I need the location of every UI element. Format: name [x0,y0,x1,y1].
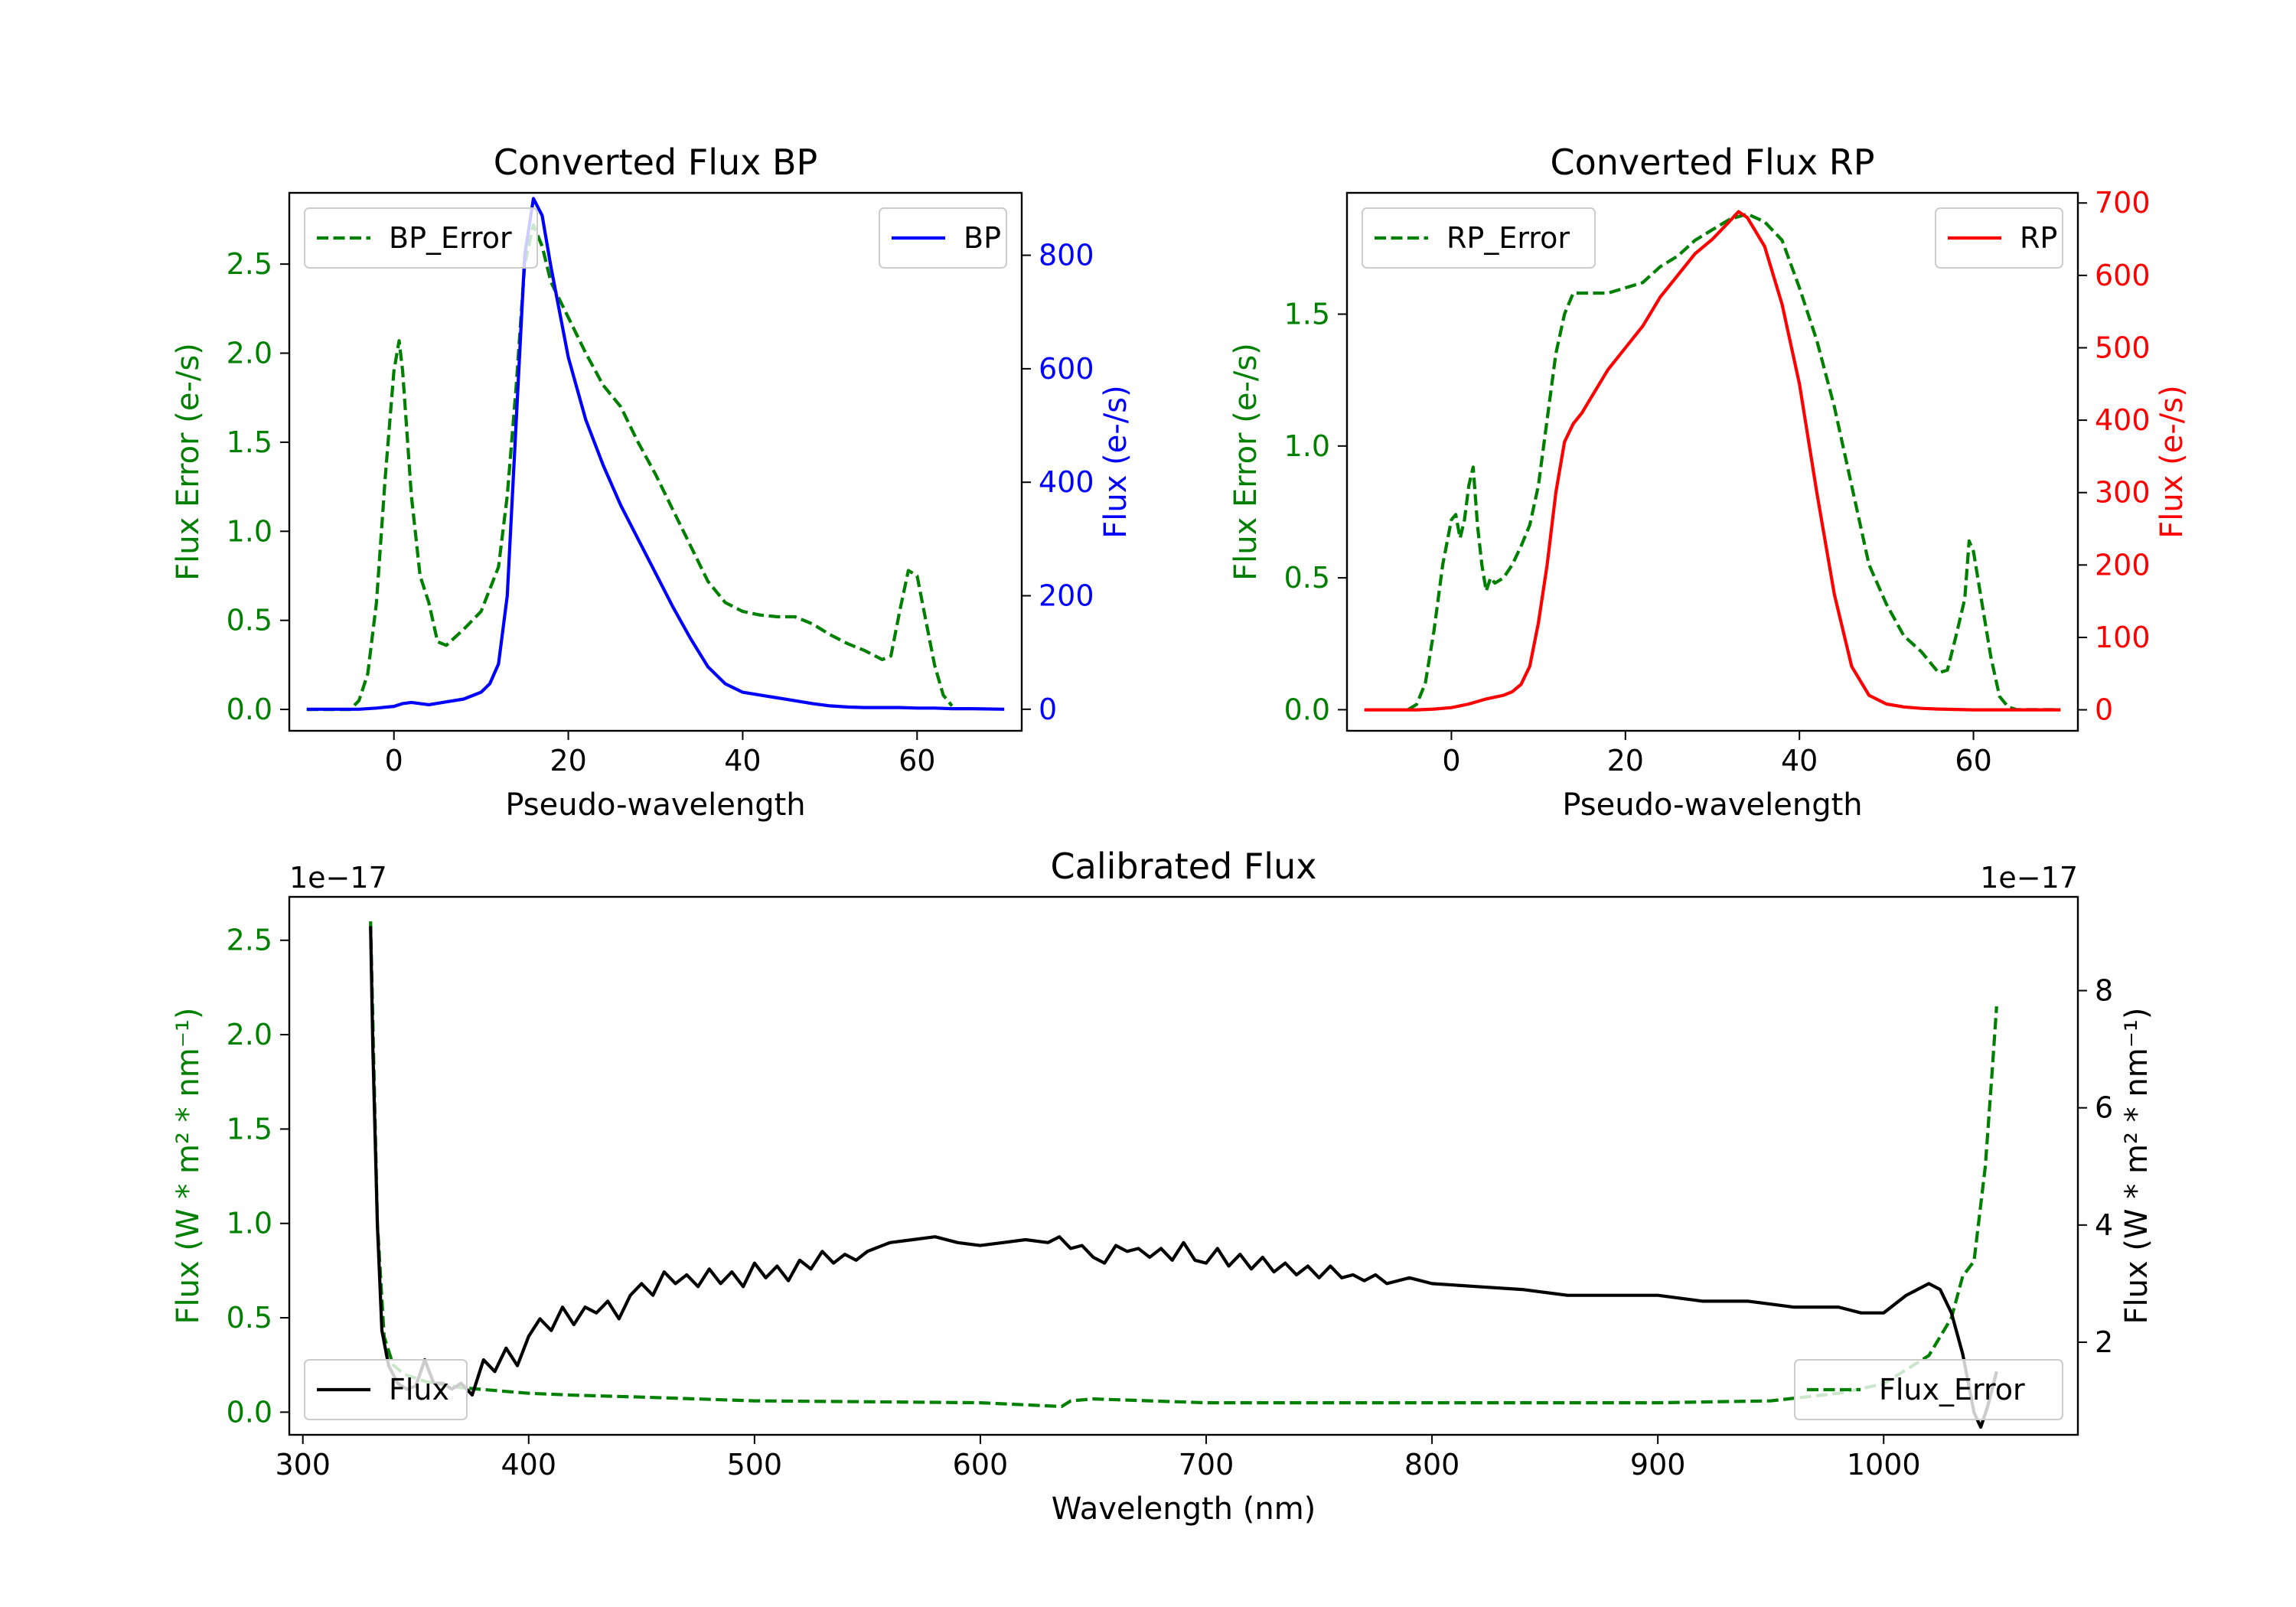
y-left-tick-label: 1.0 [227,514,272,548]
x-tick-label: 400 [501,1448,557,1482]
y-left-tick-label: 0.5 [227,1301,272,1335]
y-right-tick-label: 2 [2095,1325,2113,1359]
y-left-tick-label: 0.5 [1284,561,1330,595]
series-line-rp-error [1407,212,2061,712]
plot-frame [288,191,1023,732]
x-tick-label: 40 [1781,744,1818,777]
y-left-tick-label: 2.0 [227,1018,272,1051]
y-right-tick-label: 0 [2095,693,2113,727]
legend-box [304,1359,468,1420]
chart-3: 300 400 500 600 700 800 900 1000 0.0 0.5 1.0 1.5 2.0… [171,846,2154,1527]
legend-label: Flux_Error [1879,1373,2025,1407]
y-left-tick-label: 1.0 [1284,429,1330,463]
series-line-bp-error [306,223,954,712]
y-left-tick-label: 1.5 [227,425,272,459]
y-right-tick-label: 0 [1039,693,1057,726]
y-left-axis-label: Flux (W * m² * nm⁻¹) [171,1008,206,1325]
y-left-tick-label: 0.0 [227,693,272,726]
y-left-offset-text: 1e−17 [289,861,387,895]
legend-label: Flux [389,1373,449,1407]
legend-box [1362,207,1596,269]
legend-box [1794,1359,2063,1420]
chart-title: Calibrated Flux [1051,846,1317,887]
y-right-tick-label: 800 [1039,239,1094,272]
legend-label: BP_Error [389,221,512,255]
x-tick-label: 600 [953,1448,1009,1482]
y-right-tick-label: 300 [2095,476,2151,510]
x-tick-label: 20 [1607,744,1644,777]
y-left-tick-label: 1.5 [1284,298,1330,331]
series-line-flux [369,926,1998,1429]
x-tick-label: 1000 [1847,1448,1921,1482]
x-axis-label: Wavelength (nm) [1052,1491,1316,1527]
y-right-offset-text: 1e−17 [1980,861,2078,895]
chart-title: Converted Flux BP [494,142,818,183]
x-axis-label: Pseudo-wavelength [505,787,805,823]
x-axis-label: Pseudo-wavelength [1562,787,1862,823]
series-line-rp [1364,210,2061,712]
y-left-tick-label: 0.0 [227,1395,272,1429]
plot-frame [288,895,2079,1436]
plot-frame [1345,191,2079,732]
y-right-tick-label: 600 [2095,259,2151,292]
y-right-tick-label: 600 [1039,352,1094,386]
x-tick-label: 60 [899,744,935,777]
y-right-axis-label: Flux (e-/s) [1098,385,1133,538]
x-tick-label: 300 [275,1448,331,1482]
chart-2: 0 20 40 60 0.0 0.5 1.0 1.5 0 100 200 300 400 500 600 70… [1228,142,2190,823]
y-left-axis-label: Flux Error (e-/s) [1228,343,1264,581]
series-line-bp [306,197,1005,711]
y-left-tick-label: 0.5 [227,604,272,637]
y-right-tick-label: 6 [2095,1091,2113,1125]
legend-label: RP_Error [1446,221,1570,255]
y-left-tick-label: 1.0 [227,1207,272,1240]
legend-box [304,207,538,269]
y-right-tick-label: 400 [2095,403,2151,437]
x-tick-label: 0 [385,744,403,777]
y-right-tick-label: 100 [2095,621,2151,654]
x-tick-label: 40 [724,744,761,777]
y-left-tick-label: 0.0 [1284,693,1330,726]
chart-1: 0 20 40 60 0.0 0.5 1.0 1.5 2.0 2.5 0 200 400 600 800 Co… [171,142,1133,823]
y-left-tick-label: 1.5 [227,1112,272,1146]
y-right-tick-label: 700 [2095,186,2151,220]
x-tick-label: 60 [1955,744,1991,777]
y-right-tick-label: 400 [1039,465,1094,499]
x-tick-label: 500 [727,1448,783,1482]
y-right-tick-label: 4 [2095,1208,2113,1242]
y-right-axis-label: Flux (e-/s) [2154,385,2190,538]
x-tick-label: 900 [1630,1448,1686,1482]
y-right-tick-label: 200 [1039,579,1094,613]
chart-title: Converted Flux RP [1551,142,1875,183]
y-right-tick-label: 8 [2095,974,2113,1008]
y-right-axis-label: Flux (W * m² * nm⁻¹) [2119,1008,2154,1325]
y-left-tick-label: 2.0 [227,337,272,370]
legend-label: BP [964,221,1001,255]
y-right-tick-label: 500 [2095,331,2151,364]
y-left-axis-label: Flux Error (e-/s) [171,343,206,581]
series-line-flux-error [369,921,1998,1409]
y-left-tick-label: 2.5 [227,924,272,957]
x-tick-label: 700 [1179,1448,1234,1482]
x-tick-label: 800 [1404,1448,1460,1482]
y-right-tick-label: 200 [2095,548,2151,582]
x-tick-label: 0 [1442,744,1460,777]
y-left-tick-label: 2.5 [227,247,272,281]
legend-label: RP [2020,221,2057,255]
x-tick-label: 20 [550,744,586,777]
